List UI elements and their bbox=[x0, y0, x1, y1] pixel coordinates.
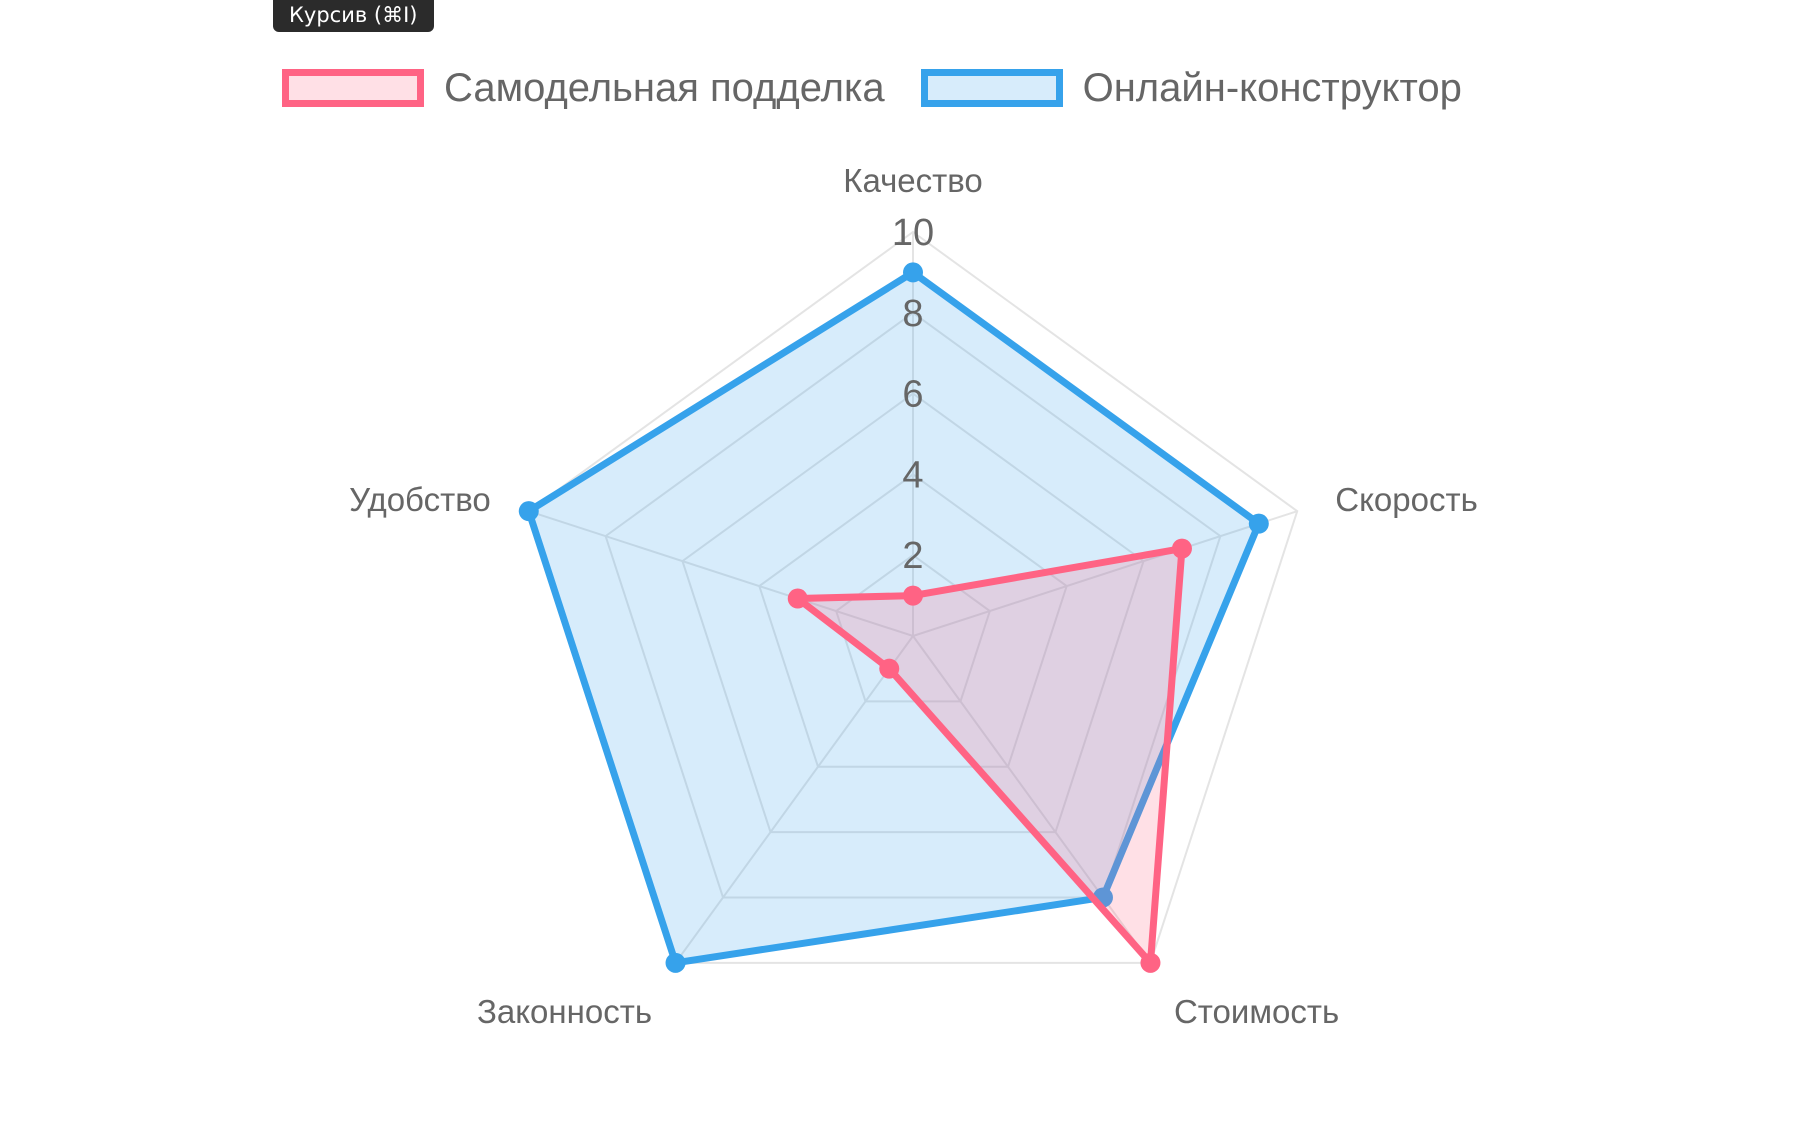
tick-label-10: 10 bbox=[892, 212, 934, 254]
series-1-point-1 bbox=[1248, 513, 1269, 534]
series-0-point-3 bbox=[879, 658, 900, 679]
grid-ring-2 bbox=[834, 553, 992, 703]
axis-label-4: Удобство bbox=[349, 481, 491, 518]
axis-label-1: Скорость bbox=[1335, 481, 1478, 518]
series-0-point-2 bbox=[1140, 952, 1161, 973]
grid-ring-6 bbox=[681, 392, 1145, 834]
grid-spoke-1 bbox=[912, 510, 1298, 637]
tick-label-2: 2 bbox=[902, 535, 923, 577]
legend-label-homemade-fake: Самодельная подделка bbox=[444, 65, 885, 110]
series-0-point-4 bbox=[787, 588, 808, 609]
legend-item-online-builder[interactable]: Онлайн-конструктор bbox=[920, 65, 1462, 111]
series-1-point-0 bbox=[903, 262, 923, 283]
series-1-point-3 bbox=[665, 952, 686, 973]
series-1-point-4 bbox=[518, 501, 539, 522]
grid-ring-8 bbox=[604, 311, 1222, 899]
axis-label-3: Законность bbox=[477, 993, 652, 1030]
legend-swatch-online-builder bbox=[920, 69, 1063, 107]
tick-label-6: 6 bbox=[902, 374, 923, 416]
axis-label-0: Качество bbox=[843, 162, 983, 199]
legend-swatch-homemade-fake bbox=[282, 69, 424, 107]
grid-ring-10 bbox=[527, 230, 1299, 964]
legend-item-homemade-fake[interactable]: Самодельная подделка bbox=[282, 66, 885, 111]
tick-label-8: 8 bbox=[902, 293, 923, 335]
series-0-point-1 bbox=[1171, 538, 1192, 559]
series-0-point-0 bbox=[903, 585, 923, 606]
italic-tooltip: Курсив (⌘I) bbox=[273, 0, 434, 32]
series-area-0 bbox=[794, 545, 1186, 967]
chart-legend: Самодельная подделка Онлайн-конструктор bbox=[282, 58, 1498, 118]
axis-label-2: Стоимость bbox=[1174, 993, 1339, 1030]
legend-label-online-builder: Онлайн-конструктор bbox=[1082, 65, 1462, 110]
grid-spoke-3 bbox=[674, 635, 914, 964]
grid-spoke-2 bbox=[912, 635, 1152, 964]
grid-spoke-4 bbox=[528, 510, 914, 637]
series-area-1 bbox=[525, 268, 1263, 967]
grid-ring-4 bbox=[758, 473, 1068, 768]
tick-label-4: 4 bbox=[902, 454, 923, 496]
